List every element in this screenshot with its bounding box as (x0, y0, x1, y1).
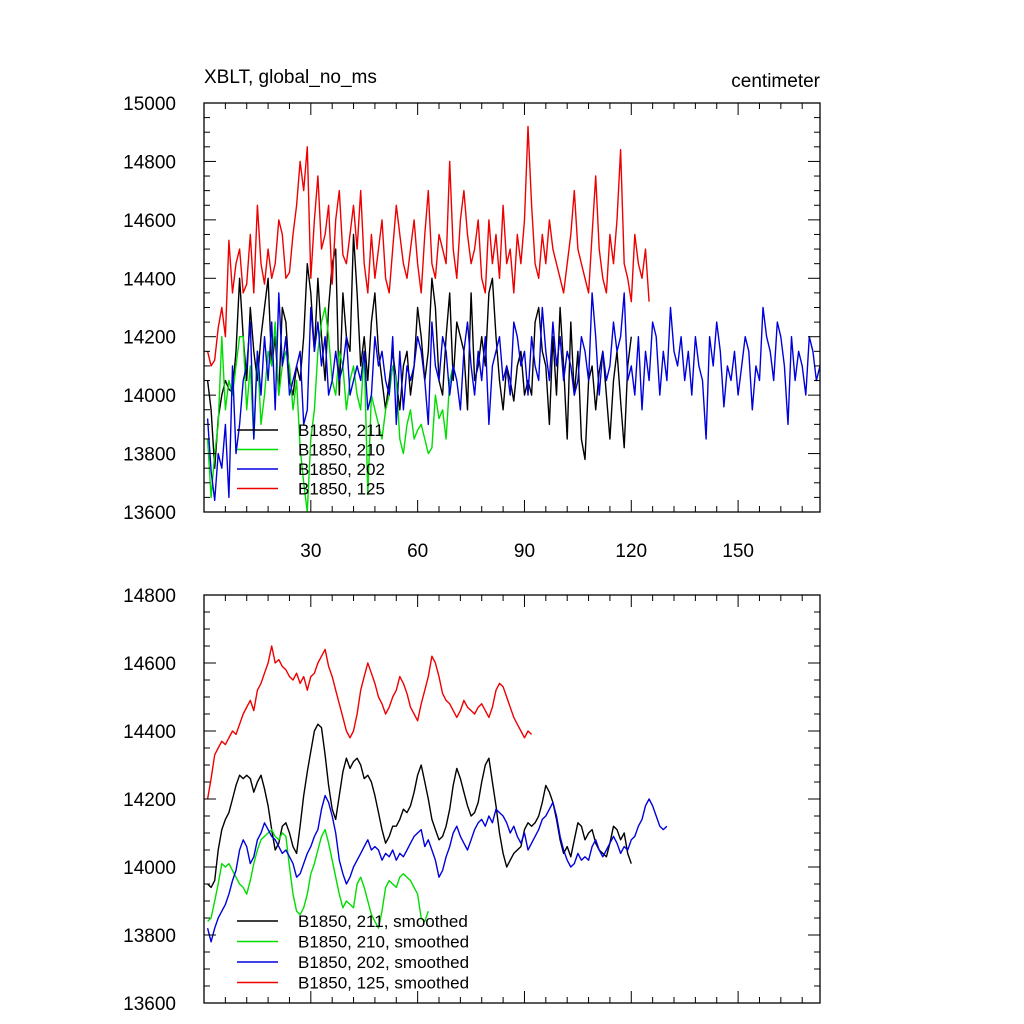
series-line-1 (207, 723, 632, 889)
y-tick-label: 13800 (123, 445, 176, 466)
x-tick-label: 60 (407, 541, 428, 562)
legend-label: B1850, 125 (298, 480, 385, 499)
x-tick-label: 120 (615, 541, 647, 562)
legend-label: B1850, 211, smoothed (298, 912, 468, 931)
y-tick-label: 14200 (123, 790, 176, 811)
bottom-series-lines (206, 645, 668, 943)
top-series-lines (206, 125, 820, 512)
x-tick-label: 30 (300, 541, 321, 562)
y-tick-label: 13600 (123, 994, 176, 1015)
bottom-axes: 13600 13800 14000 14200 14400 14600 14800 (123, 586, 821, 1015)
legend-label: B1850, 202 (298, 460, 385, 479)
legend-label: B1850, 210 (298, 441, 385, 460)
legend-label: B1850, 125, smoothed (298, 974, 469, 993)
y-tick-label: 14800 (123, 152, 176, 173)
y-tick-label: 14600 (123, 211, 176, 232)
series-line-4 (206, 125, 650, 367)
top-chart-title: XBLT, global_no_ms (204, 67, 377, 88)
y-tick-label: 14000 (123, 386, 176, 407)
plot-frame (203, 102, 821, 513)
legend-label: B1850, 211 (298, 421, 384, 440)
y-tick-label: 13800 (123, 926, 176, 947)
series-line-3 (206, 794, 668, 943)
plot-frame (203, 594, 821, 1004)
legend-label: B1850, 202, smoothed (298, 953, 469, 972)
series-line-4 (206, 645, 533, 800)
top-panel: XBLT, global_no_ms centimeter 30 60 90 120 1… (123, 67, 821, 562)
legend-label: B1850, 210, smoothed (298, 933, 469, 952)
x-tick-label: 90 (514, 541, 535, 562)
y-tick-label: 14800 (123, 586, 176, 607)
bottom-panel: 13600 13800 14000 14200 14400 14600 14800 B185… (123, 586, 821, 1015)
y-tick-label: 14000 (123, 858, 176, 879)
series-line-2 (207, 828, 429, 929)
x-tick-label: 150 (722, 541, 754, 562)
y-tick-label: 13600 (123, 503, 176, 524)
series-line-3 (206, 292, 820, 501)
series-line-2 (206, 306, 454, 512)
y-tick-label: 14400 (123, 269, 176, 290)
y-tick-label: 15000 (123, 94, 176, 115)
top-axes: 30 60 90 120 150 13600 13800 14000 14200 14400 146… (123, 94, 821, 562)
top-chart-units-label: centimeter (731, 71, 820, 92)
y-tick-label: 14400 (123, 722, 176, 743)
y-tick-label: 14600 (123, 654, 176, 675)
y-tick-label: 14200 (123, 328, 176, 349)
bottom-legend: B1850, 211, smoothed B1850, 210, smoothed… (237, 912, 469, 993)
